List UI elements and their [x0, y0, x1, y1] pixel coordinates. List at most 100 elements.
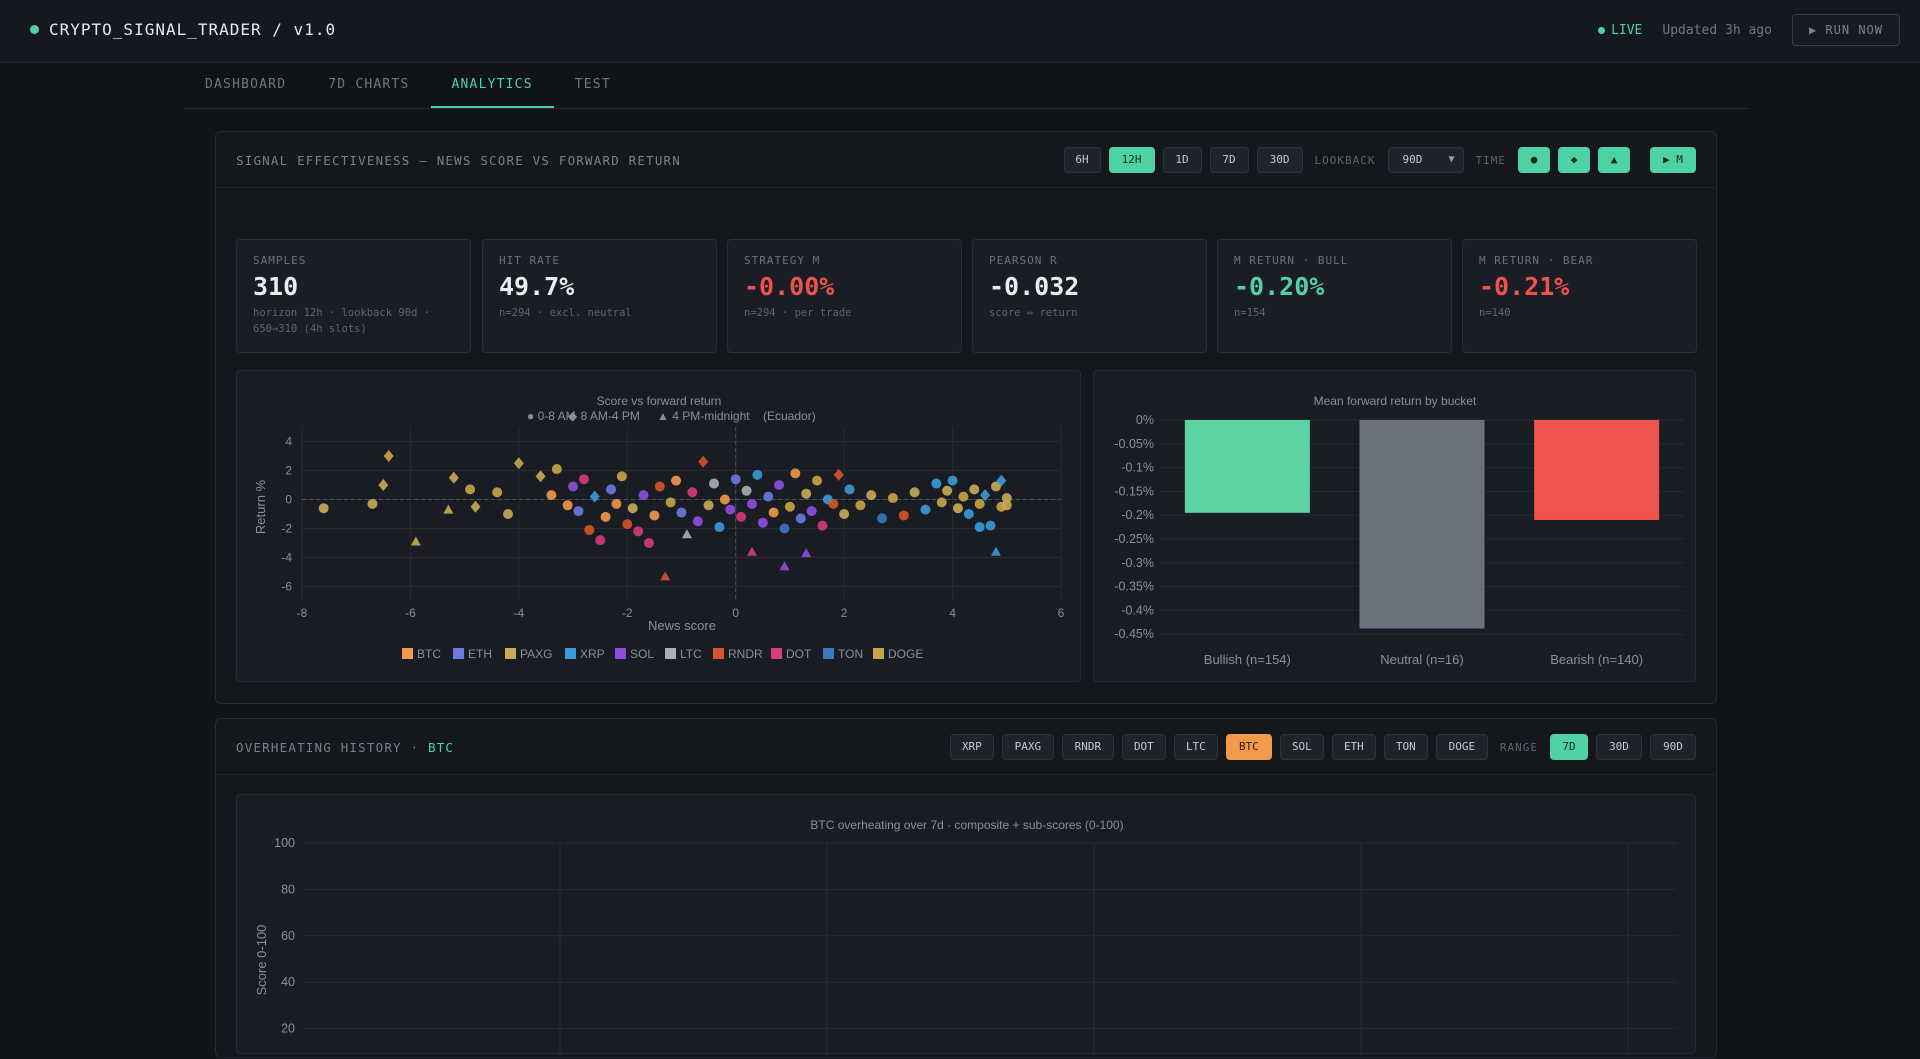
data-point	[909, 487, 920, 498]
data-point	[578, 474, 589, 485]
panel-divider	[216, 774, 1716, 775]
scatter-chart: Score vs forward return ● 0-8 AM ◆ 8 AM-…	[253, 394, 1065, 661]
stat-sub: horizon 12h · lookback 90d · 650→310 (4h …	[253, 307, 431, 335]
legend-swatch	[823, 648, 834, 659]
data-point	[535, 470, 546, 483]
data-point	[779, 523, 790, 534]
data-point	[703, 500, 714, 511]
data-point	[958, 491, 969, 502]
y-tick-label: 0%	[1136, 413, 1154, 427]
asset-ltc-button[interactable]: LTC	[1173, 734, 1218, 760]
scatter-chart-container: Score vs forward return ● 0-8 AM ◆ 8 AM-…	[236, 370, 1081, 682]
range-90d-button[interactable]: 90D	[1650, 734, 1696, 760]
asset-doge-button[interactable]: DOGE	[1435, 734, 1488, 760]
legend-label: SOL	[630, 647, 654, 661]
horizon-30d-button[interactable]: 30D	[1256, 147, 1303, 173]
asset-ton-button[interactable]: TON	[1383, 734, 1428, 760]
time-day-button[interactable]: ◆	[1558, 147, 1590, 173]
tab-analytics[interactable]: ANALYTICS	[430, 63, 554, 108]
app-title: CRYPTO_SIGNAL_TRADER / v1.0	[49, 20, 337, 39]
horizon-6h-button[interactable]: 6H	[1063, 147, 1101, 173]
y-tick-label: -0.1%	[1121, 461, 1154, 475]
data-point	[963, 509, 974, 519]
x-tick-label: -6	[405, 606, 416, 620]
stat-value: 49.7%	[499, 272, 575, 301]
stat-value: -0.032	[989, 272, 1080, 301]
overheating-chart-container: BTC overheating over 7d · composite + su…	[236, 794, 1896, 1059]
lookback-select[interactable]: 90D ▼	[1387, 147, 1464, 173]
run-now-button[interactable]: ▶ RUN NOW	[1791, 14, 1900, 46]
legend-label: ETH	[468, 647, 492, 661]
y-tick-label: -0.05%	[1114, 437, 1154, 451]
data-point	[492, 487, 503, 498]
data-point	[383, 450, 394, 462]
y-tick-label: -6	[281, 580, 292, 594]
data-point	[974, 522, 985, 533]
panel-divider	[216, 187, 1716, 188]
range-7d-button[interactable]: 7D	[1550, 734, 1588, 760]
data-point	[654, 481, 665, 492]
data-point	[974, 498, 985, 509]
data-point	[616, 471, 627, 482]
range-30d-button[interactable]: 30D	[1596, 734, 1642, 760]
stat-value: -0.00%	[744, 272, 835, 301]
data-point	[839, 509, 850, 519]
horizon-1d-button[interactable]: 1D	[1162, 147, 1202, 173]
x-tick-label: Bearish (n=140)	[1550, 652, 1643, 667]
data-point	[736, 511, 747, 522]
horizon-12h-button[interactable]: 12H	[1108, 147, 1155, 173]
asset-rndr-button[interactable]: RNDR	[1061, 734, 1114, 760]
horizon-7d-button[interactable]: 7D	[1209, 147, 1249, 173]
asset-paxg-button[interactable]: PAXG	[1001, 734, 1054, 760]
x-tick-label: -4	[514, 606, 525, 620]
stat-card-hit-rate: HIT RATE 49.7% n=294 · excl. neutral	[482, 239, 717, 353]
time-night-button[interactable]: ●	[1518, 147, 1550, 173]
legend-swatch	[615, 648, 626, 659]
data-point	[801, 488, 812, 499]
bar	[1534, 420, 1660, 520]
chevron-down-icon: ▼	[1448, 154, 1455, 165]
asset-btc-button[interactable]: BTC	[1225, 734, 1272, 760]
brand: CRYPTO_SIGNAL_TRADER / v1.0	[30, 20, 336, 39]
stat-sub: n=294 · excl. neutral	[499, 307, 632, 319]
y-tick-label: -2	[281, 522, 292, 536]
m-strategy-button[interactable]: ▶ M	[1650, 147, 1696, 173]
scatter-title: Score vs forward return	[597, 394, 722, 408]
data-point	[898, 510, 909, 521]
tab-test[interactable]: TEST	[574, 77, 611, 92]
data-point	[665, 497, 676, 508]
data-point	[947, 475, 958, 486]
data-point	[573, 506, 584, 517]
asset-eth-button[interactable]: ETH	[1331, 734, 1376, 760]
data-point	[595, 535, 606, 546]
data-point	[448, 471, 459, 484]
data-point	[774, 480, 785, 490]
stat-sub: score ↔ return	[989, 307, 1078, 319]
data-point	[676, 507, 687, 518]
data-point	[990, 481, 1001, 492]
asset-dot-button[interactable]: DOT	[1121, 734, 1166, 760]
legend-swatch	[402, 648, 413, 659]
data-point	[378, 479, 389, 491]
live-indicator: LIVE	[1598, 23, 1642, 38]
time-evening-button[interactable]: ▲	[1598, 147, 1630, 173]
data-point	[692, 516, 703, 527]
data-point	[513, 457, 524, 470]
data-point	[725, 504, 736, 515]
tab-dashboard[interactable]: DASHBOARD	[205, 77, 287, 92]
stat-card-samples: SAMPLES 310 horizon 12h · lookback 90d ·…	[236, 239, 471, 353]
lookback-label: LOOKBACK	[1314, 153, 1376, 167]
signal-controls: 6H 12H 1D 7D 30D LOOKBACK 90D ▼ TIME ● ◆…	[1063, 147, 1696, 173]
asset-xrp-button[interactable]: XRP	[949, 734, 994, 760]
data-point	[795, 513, 806, 524]
data-point	[551, 464, 562, 475]
data-point	[936, 497, 947, 508]
asset-sol-button[interactable]: SOL	[1279, 734, 1324, 760]
y-tick-label: 4	[285, 435, 292, 449]
data-point	[801, 548, 812, 558]
y-tick-label: 80	[281, 882, 295, 896]
overheating-controls: XRP PAXG RNDR DOT LTC BTC SOL ETH TON DO…	[949, 734, 1696, 760]
x-tick-label: Bullish (n=154)	[1204, 652, 1291, 667]
stat-value: 310	[253, 272, 299, 301]
tab-7d-charts[interactable]: 7D CHARTS	[328, 77, 410, 92]
